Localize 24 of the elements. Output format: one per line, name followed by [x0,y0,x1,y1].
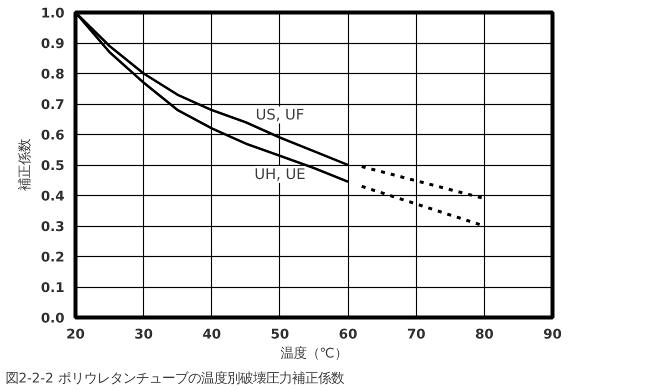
x-tick-label: 30 [134,328,153,342]
caption: 図2-2-2 ポリウレタンチューブの温度別破壊圧力補正係数 [6,370,344,386]
y-tick-label: 0.9 [40,37,65,52]
x-tick-label: 20 [66,328,85,342]
x-tick-label: 70 [406,328,426,342]
series-label: US, UF [256,106,304,124]
y-tick-label: 0.7 [40,98,65,113]
series-label: UH, UE [254,166,306,183]
x-tick-label: 50 [270,328,290,342]
y-axis-title: 補正係数 [18,139,33,191]
y-tick-label: 0.5 [40,159,65,174]
y-tick-label: 0.3 [40,220,65,235]
x-tick-label: 80 [475,328,494,342]
y-tick-label: 1.0 [40,6,65,22]
x-axis-title: 温度（℃） [280,346,348,362]
y-tick-label: 0.6 [40,128,65,144]
x-tick-label: 90 [543,328,562,342]
y-tick-label: 0.1 [40,281,65,296]
x-tick-label: 40 [202,328,222,342]
x-tick-label: 60 [338,328,358,342]
y-tick-label: 0.0 [40,312,65,326]
y-tick-label: 0.2 [40,250,65,266]
y-tick-label: 0.4 [40,190,65,204]
y-tick-label: 0.8 [40,68,65,82]
